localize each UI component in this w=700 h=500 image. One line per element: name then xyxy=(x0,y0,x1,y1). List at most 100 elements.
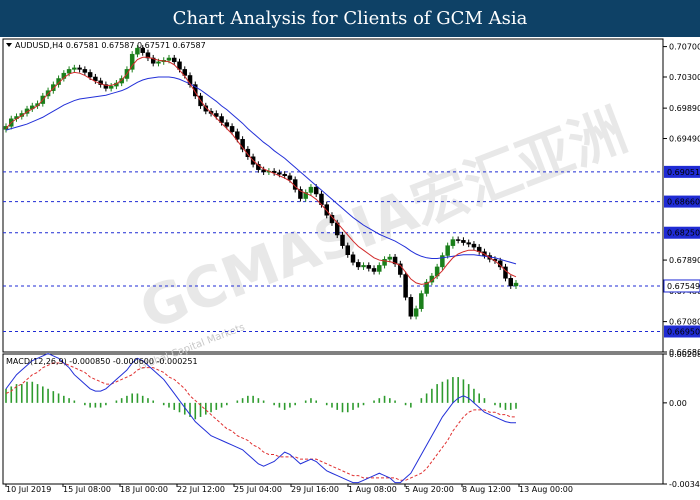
time-tick-label: 10 Jul 2019 xyxy=(6,485,51,494)
candle-body xyxy=(445,245,450,256)
candle-body xyxy=(140,47,145,53)
candle-body xyxy=(424,281,429,294)
candle-body xyxy=(392,256,398,265)
candle-body xyxy=(156,61,161,64)
time-tick-label: 15 Jul 08:00 xyxy=(63,485,111,494)
candle-body xyxy=(193,84,198,97)
candle-body xyxy=(408,297,414,317)
candle-body xyxy=(166,57,172,61)
time-tick-label: 1 Aug 08:00 xyxy=(348,485,397,494)
candle-body xyxy=(303,192,308,199)
symbol-dropdown-icon xyxy=(6,43,12,47)
level-label-box xyxy=(664,226,700,239)
time-tick-label: 18 Jul 00:00 xyxy=(120,485,168,494)
price-tick-label: 0.66680 xyxy=(669,348,700,357)
candle-body xyxy=(103,84,109,89)
candle-body xyxy=(51,84,56,91)
candle-body xyxy=(450,239,456,246)
time-tick-label: 22 Jul 12:00 xyxy=(177,485,225,494)
price-tick-label: 0.67080 xyxy=(669,318,700,327)
candle-body xyxy=(66,69,72,74)
level-label-box xyxy=(663,279,700,293)
price-tick-label: 0.69890 xyxy=(669,104,700,113)
candle-body xyxy=(93,76,98,82)
level-label: 0.68660 xyxy=(667,198,700,207)
candle-body xyxy=(19,113,25,117)
candle-body xyxy=(261,169,266,173)
candle-body xyxy=(277,172,282,175)
chart-title-banner: Chart Analysis for Clients of GCM Asia xyxy=(0,0,700,37)
time-tick-label: 8 Aug 12:00 xyxy=(462,485,511,494)
candle-body xyxy=(203,105,209,112)
candle-body xyxy=(419,293,424,309)
candle-body xyxy=(87,72,93,78)
ma-slow-line xyxy=(5,76,517,265)
candle-body xyxy=(229,126,235,132)
candle-body xyxy=(366,265,372,269)
candle-body xyxy=(340,234,345,246)
candle-body xyxy=(177,61,182,70)
level-label: 0.68250 xyxy=(667,229,700,238)
candle-body xyxy=(371,268,377,272)
candle-body xyxy=(513,282,519,287)
time-tick-label: 25 Jul 04:00 xyxy=(234,485,282,494)
candle-body xyxy=(345,245,351,256)
candle-body xyxy=(214,113,219,117)
candle-body xyxy=(72,67,77,70)
time-tick-label: 5 Aug 20:00 xyxy=(405,485,454,494)
level-label-box xyxy=(664,165,700,178)
candle-body xyxy=(145,52,151,59)
candle-body xyxy=(298,189,303,199)
macd-signal-line xyxy=(5,362,516,481)
macd-tick-label: 0.002083 xyxy=(669,350,700,359)
level-label: 0.67549 xyxy=(667,282,700,291)
macd-main-line xyxy=(5,353,516,484)
candle-body xyxy=(82,69,88,73)
price-tick-label: 0.69490 xyxy=(669,135,700,144)
price-tick-label: 0.70700 xyxy=(669,43,700,52)
candle-body xyxy=(271,170,277,173)
price-tick-label: 0.67890 xyxy=(669,256,700,265)
candle-body xyxy=(129,53,135,70)
candle-body xyxy=(403,274,408,298)
candle-body xyxy=(508,278,513,287)
level-label: 0.66950 xyxy=(667,327,700,336)
price-panel-frame xyxy=(2,38,664,353)
candle-body xyxy=(440,255,445,268)
candle-body xyxy=(235,131,240,140)
macd-tick-label: -0.003459 xyxy=(669,480,700,489)
ma-fast-line xyxy=(5,56,517,285)
candle-body xyxy=(245,148,251,158)
candle-body xyxy=(413,308,419,317)
price-tick-label: 0.70300 xyxy=(669,73,700,82)
level-label-box xyxy=(664,195,700,208)
candle-body xyxy=(387,256,393,260)
candle-body xyxy=(77,67,82,70)
candle-body xyxy=(308,186,314,193)
candle-body xyxy=(150,57,156,64)
candle-body xyxy=(171,57,177,63)
candle-body xyxy=(313,186,319,195)
candle-body xyxy=(471,243,477,248)
candle-body xyxy=(361,265,366,268)
time-tick-label: 29 Jul 16:00 xyxy=(291,485,339,494)
macd-tick-label: 0.00 xyxy=(669,399,687,408)
candle-body xyxy=(356,262,361,268)
macd-panel-frame xyxy=(2,353,664,485)
candle-body xyxy=(287,175,293,180)
candle-body xyxy=(398,263,403,275)
candle-body xyxy=(108,85,114,89)
candle-body xyxy=(219,116,224,123)
candle-body xyxy=(377,265,382,272)
chart-title: Chart Analysis for Clients of GCM Asia xyxy=(172,8,528,29)
symbol-info: AUDUSD,H4 0.67581 0.67587 0.67571 0.6758… xyxy=(15,41,206,50)
candle-body xyxy=(119,78,124,84)
candle-body xyxy=(224,122,230,127)
level-label: 0.69051 xyxy=(667,168,700,177)
time-tick-label: 13 Aug 00:00 xyxy=(519,485,573,494)
level-label-box xyxy=(664,325,700,338)
macd-label: MACD(12,26,9) -0.000850 -0.000600 -0.000… xyxy=(6,357,198,366)
candle-body xyxy=(135,47,140,55)
candle-body xyxy=(282,173,287,176)
